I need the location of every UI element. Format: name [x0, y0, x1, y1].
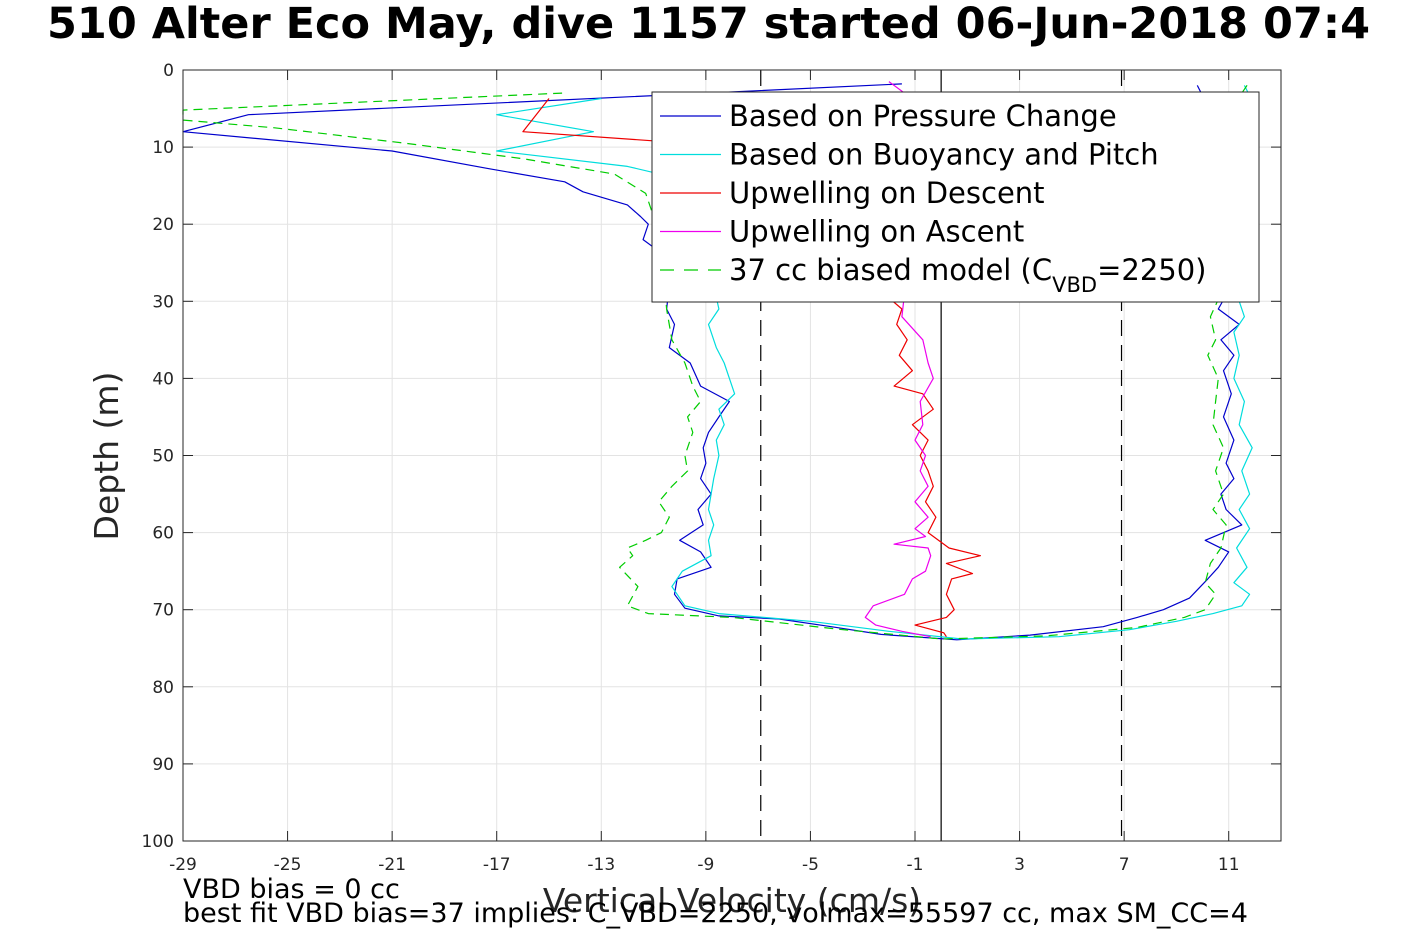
vbd-bias-note: VBD bias = 0 cc — [183, 874, 400, 905]
y-tick-label: 0 — [163, 61, 174, 81]
y-tick-labels: 0 10 20 30 40 50 60 70 80 90 100 — [142, 61, 174, 852]
legend-label-4: Upwelling on Ascent — [729, 215, 1024, 249]
legend-text: 37 cc biased model (C — [729, 253, 1052, 287]
x-tick-label: -25 — [274, 855, 302, 875]
x-tick-label: -29 — [169, 855, 197, 875]
y-tick-label: 90 — [152, 755, 174, 775]
y-tick-label: 40 — [152, 369, 174, 389]
legend-text: Upwelling on Ascent — [729, 215, 1024, 249]
y-tick-label: 80 — [152, 678, 174, 698]
legend-text: Based on Buoyancy and Pitch — [729, 138, 1159, 172]
x-tick-label: 7 — [1119, 855, 1130, 875]
chart-title: 510 Alter Eco May, dive 1157 started 06-… — [46, 0, 1371, 49]
legend-label-2: Based on Buoyancy and Pitch — [729, 138, 1159, 172]
y-tick-label: 50 — [152, 447, 174, 467]
legend-subscript: VBD — [1052, 273, 1097, 297]
x-tick-labels: -29 -25 -21 -17 -13 -9 -5 -1 3 7 11 — [169, 855, 1239, 875]
legend-text: Based on Pressure Change — [729, 99, 1117, 133]
y-tick-label: 30 — [152, 292, 174, 312]
x-tick-label: -17 — [483, 855, 511, 875]
y-tick-label: 100 — [142, 832, 174, 852]
legend-suffix: =2250) — [1097, 253, 1206, 287]
x-tick-label: -21 — [378, 855, 406, 875]
x-tick-label: 11 — [1218, 855, 1240, 875]
y-tick-label: 70 — [152, 601, 174, 621]
legend-box — [651, 91, 1260, 303]
x-tick-label: 3 — [1014, 855, 1025, 875]
legend-label-3: Upwelling on Descent — [729, 176, 1045, 210]
x-axis-label: Vertical Velocity (cm/s) — [543, 881, 921, 920]
legend-label-1: Based on Pressure Change — [729, 99, 1117, 133]
legend-text: Upwelling on Descent — [729, 176, 1045, 210]
x-tick-label: -9 — [697, 855, 714, 875]
best-fit-note: best fit VBD bias=37 implies: C_VBD=2250… — [183, 898, 1248, 929]
x-tick-label: -5 — [802, 855, 819, 875]
series-line-4 — [864, 81, 934, 638]
axis-ticks — [182, 69, 1281, 842]
series-line-3 — [522, 98, 982, 638]
x-tick-label: -1 — [907, 855, 924, 875]
x-tick-label: -13 — [587, 855, 615, 875]
legend: Based on Pressure Change Based on Buoyanc… — [651, 91, 1260, 303]
y-tick-label: 10 — [152, 138, 174, 158]
y-axis-label: Depth (m) — [87, 372, 126, 541]
y-tick-label: 20 — [152, 215, 174, 235]
y-tick-label: 60 — [152, 524, 174, 544]
legend-label-5: 37 cc biased model (CVBD=2250) — [729, 253, 1207, 297]
